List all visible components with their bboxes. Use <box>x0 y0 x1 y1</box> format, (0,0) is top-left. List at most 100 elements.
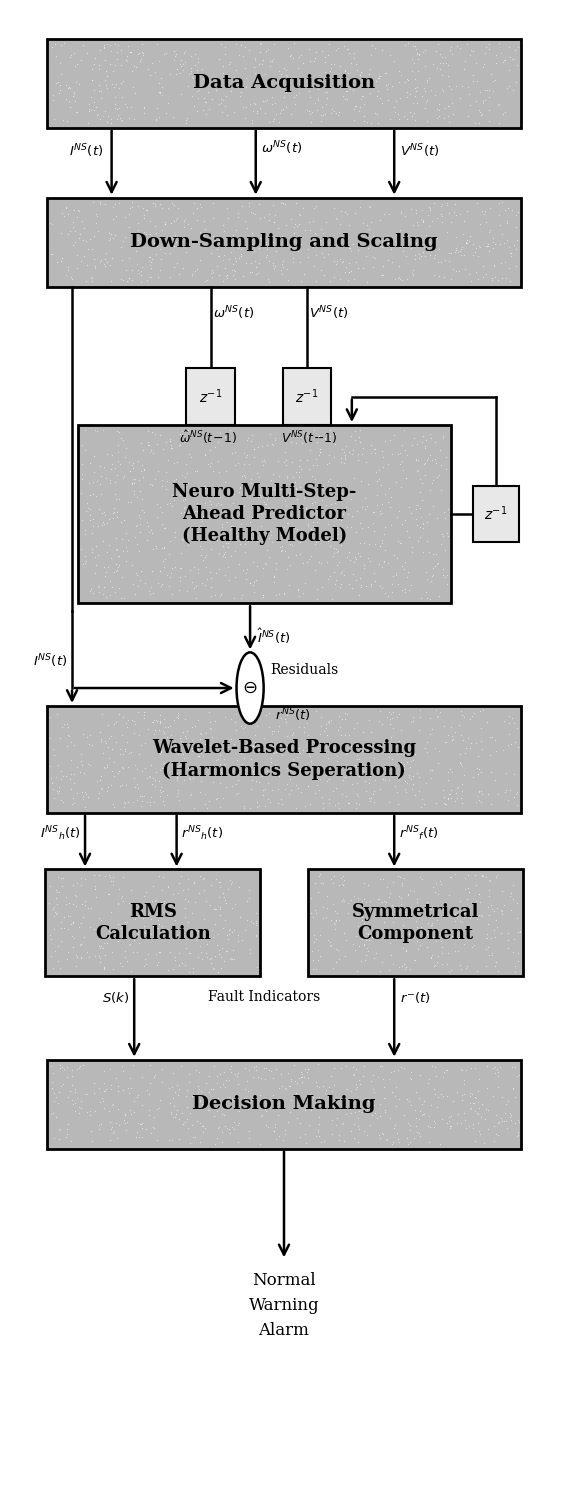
Point <box>282 724 291 747</box>
Point <box>395 453 404 476</box>
Point <box>411 1114 420 1138</box>
Point <box>495 213 504 237</box>
Point <box>213 244 222 268</box>
Point <box>409 773 418 797</box>
Point <box>224 1117 233 1141</box>
Point <box>77 749 86 773</box>
Point <box>179 496 188 520</box>
Point <box>73 1057 82 1081</box>
Point <box>449 101 458 125</box>
Text: $\hat{\omega}^{NS}(t\!-\!1)$: $\hat{\omega}^{NS}(t\!-\!1)$ <box>179 429 237 447</box>
Point <box>141 198 151 222</box>
Point <box>91 886 100 910</box>
Point <box>368 255 377 278</box>
Point <box>200 223 209 247</box>
Point <box>240 106 249 130</box>
Point <box>219 270 228 293</box>
Point <box>327 497 336 521</box>
Point <box>455 203 464 226</box>
Point <box>208 261 217 284</box>
Point <box>305 546 314 570</box>
Point <box>400 438 410 462</box>
Point <box>269 1083 278 1106</box>
Point <box>309 235 318 259</box>
Point <box>231 782 240 806</box>
Point <box>106 1127 115 1151</box>
Point <box>312 773 321 797</box>
Point <box>223 733 232 756</box>
Point <box>81 229 90 253</box>
Point <box>335 908 344 932</box>
Point <box>381 515 390 539</box>
Point <box>159 780 168 804</box>
Point <box>335 715 344 739</box>
Point <box>473 1100 482 1124</box>
Point <box>132 1085 141 1109</box>
Point <box>417 788 426 812</box>
Point <box>375 959 385 983</box>
Point <box>166 1102 176 1126</box>
Point <box>315 923 324 947</box>
Point <box>423 585 432 609</box>
Point <box>115 742 124 765</box>
Point <box>57 867 66 890</box>
Point <box>460 1100 469 1124</box>
Point <box>512 255 521 278</box>
Point <box>433 97 442 121</box>
Point <box>503 733 512 756</box>
Point <box>231 58 240 82</box>
Point <box>349 762 358 786</box>
Point <box>286 103 295 127</box>
Point <box>185 941 194 965</box>
Point <box>513 1120 522 1144</box>
Point <box>287 475 296 499</box>
Point <box>215 938 224 962</box>
Text: Data Acquisition: Data Acquisition <box>193 74 375 92</box>
Point <box>152 709 161 733</box>
Point <box>100 255 109 278</box>
Point <box>213 430 222 454</box>
Point <box>150 722 159 746</box>
Point <box>115 554 124 578</box>
Point <box>73 1085 82 1109</box>
Point <box>87 57 97 80</box>
Point <box>236 506 245 530</box>
Point <box>122 535 131 558</box>
Point <box>244 191 253 214</box>
Point <box>304 79 314 103</box>
Point <box>272 551 281 575</box>
Point <box>227 258 236 281</box>
Point <box>433 552 442 576</box>
Point <box>215 870 224 893</box>
Point <box>148 420 157 444</box>
Point <box>509 712 518 736</box>
Point <box>441 45 450 68</box>
Point <box>318 791 327 814</box>
Point <box>417 198 427 222</box>
Point <box>485 868 494 892</box>
Point <box>90 46 99 70</box>
Point <box>387 706 396 730</box>
Point <box>506 270 515 293</box>
Point <box>193 79 202 103</box>
Point <box>269 433 278 457</box>
Point <box>71 219 80 243</box>
Point <box>158 865 168 889</box>
Point <box>222 265 231 289</box>
Point <box>274 1077 283 1100</box>
Point <box>297 1071 306 1094</box>
Point <box>431 871 440 895</box>
Point <box>354 1068 364 1091</box>
Point <box>285 767 294 791</box>
Point <box>424 1105 433 1129</box>
Point <box>60 905 69 929</box>
Point <box>246 777 255 801</box>
Point <box>261 232 270 256</box>
FancyBboxPatch shape <box>47 39 521 128</box>
Point <box>91 545 100 569</box>
Point <box>97 512 106 536</box>
Point <box>373 887 382 911</box>
Point <box>214 922 223 946</box>
Point <box>90 1071 99 1094</box>
Point <box>125 246 134 270</box>
